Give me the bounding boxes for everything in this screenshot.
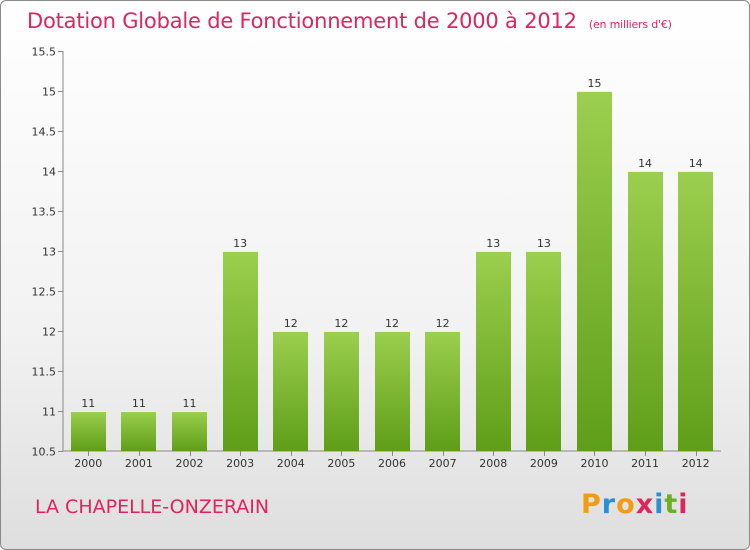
y-tick-label: 14.5 (32, 126, 57, 139)
bar (476, 251, 511, 451)
x-tick-label: 2003 (226, 457, 254, 470)
bar-value-label: 12 (334, 317, 348, 330)
bar (172, 411, 207, 451)
x-tick-label: 2010 (580, 457, 608, 470)
bar-value-label: 12 (436, 317, 450, 330)
bar-value-label: 11 (81, 397, 95, 410)
bar (324, 331, 359, 451)
y-tick-label: 14 (42, 166, 56, 179)
x-tick-label: 2006 (378, 457, 406, 470)
bar-value-label: 12 (385, 317, 399, 330)
bar-value-label: 11 (183, 397, 197, 410)
bar (628, 171, 663, 451)
logo-letter: i (678, 489, 689, 520)
bar-value-label: 14 (638, 157, 652, 170)
logo-letter: t (664, 489, 679, 520)
y-tick-label: 15.5 (32, 46, 57, 59)
chart-title: Dotation Globale de Fonctionnement de 20… (27, 9, 672, 33)
logo-letter: x (635, 489, 655, 520)
x-tick-label: 2011 (631, 457, 659, 470)
x-tick-label: 2000 (74, 457, 102, 470)
y-tick-label: 13.5 (32, 206, 57, 219)
x-tick-label: 2007 (429, 457, 457, 470)
chart-unit: (en milliers d'€) (588, 18, 672, 31)
logo-letter: P (581, 489, 602, 520)
x-tick-label: 2012 (682, 457, 710, 470)
y-tick-label: 12.5 (32, 286, 57, 299)
y-tick-label: 15 (42, 86, 56, 99)
bar-value-label: 13 (537, 237, 551, 250)
bar (223, 251, 258, 451)
bar (425, 331, 460, 451)
x-tick-label: 2009 (530, 457, 558, 470)
logo-letter: o (616, 489, 636, 520)
x-tick-label: 2004 (277, 457, 305, 470)
logo-letter: r (601, 489, 617, 520)
y-tick-label: 11.5 (32, 366, 57, 379)
place-name: LA CHAPELLE-ONZERAIN (35, 496, 270, 518)
x-tick-label: 2005 (327, 457, 355, 470)
bar (375, 331, 410, 451)
bar-value-label: 14 (689, 157, 703, 170)
bar-value-label: 13 (233, 237, 247, 250)
y-tick-label: 13 (42, 246, 56, 259)
bar (121, 411, 156, 451)
x-tick-label: 2008 (479, 457, 507, 470)
bar-value-label: 11 (132, 397, 146, 410)
chart-title-text: Dotation Globale de Fonctionnement de 20… (27, 9, 577, 33)
proxiti-logo[interactable]: Proxiti (581, 489, 689, 520)
bar (678, 171, 713, 451)
bar-value-label: 15 (587, 77, 601, 90)
chart-axes: 10.5 11 11.5 12 12.5 13 13.5 14 14.5 15 15.5 2000 20… (32, 46, 721, 470)
y-tick-label: 11 (42, 406, 56, 419)
x-tick-label: 2002 (176, 457, 204, 470)
bar (526, 251, 561, 451)
bar (273, 331, 308, 451)
bar-value-label: 12 (284, 317, 298, 330)
x-tick-label: 2001 (125, 457, 153, 470)
bar (71, 411, 106, 451)
y-tick-label: 12 (42, 326, 56, 339)
bar-value-label: 13 (486, 237, 500, 250)
y-tick-label: 10.5 (32, 446, 57, 459)
logo-letter: i (654, 489, 665, 520)
bar (577, 91, 612, 451)
chart-bars: 11 11 11 13 12 12 12 12 13 13 15 14 14 (71, 77, 713, 451)
